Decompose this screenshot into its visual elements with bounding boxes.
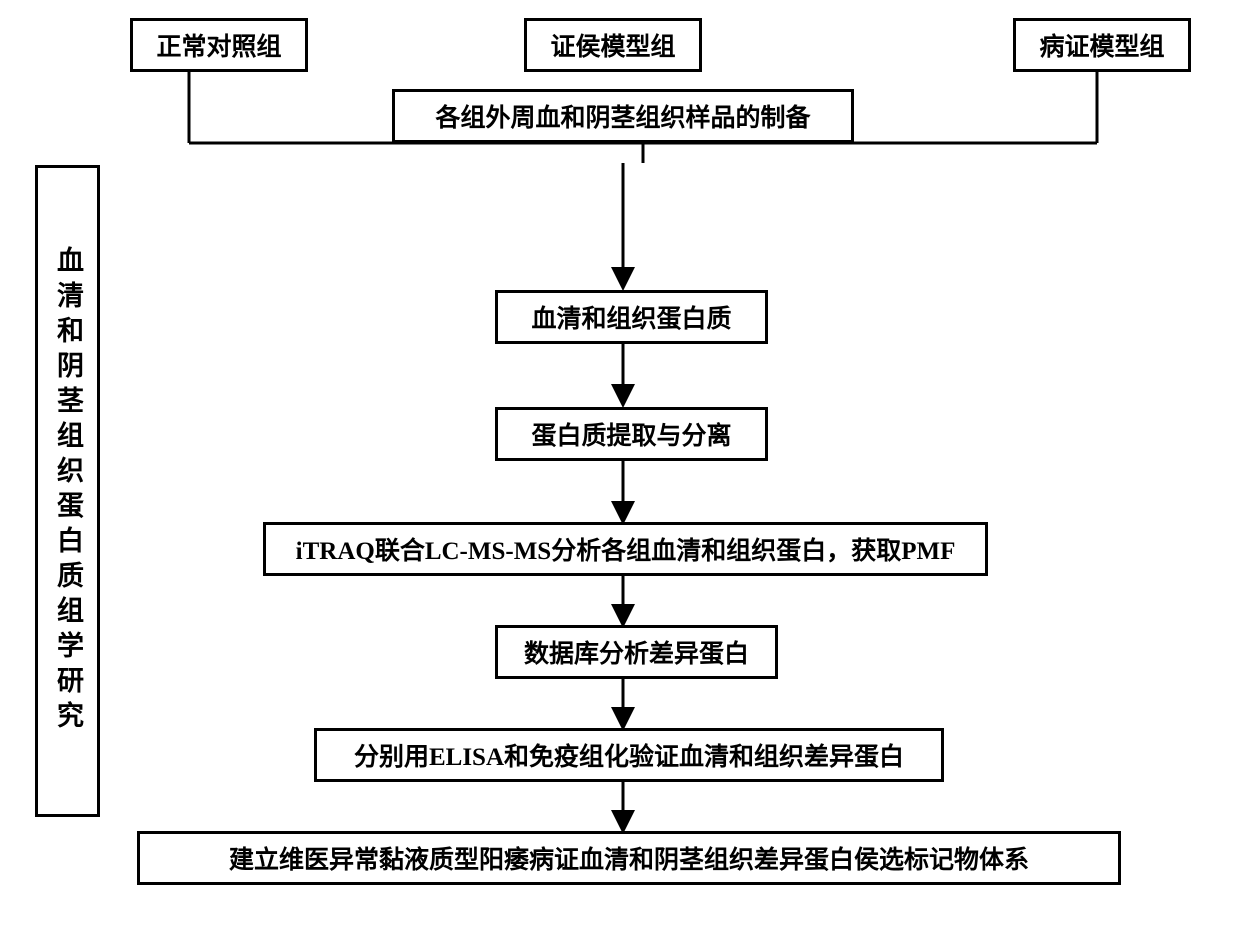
node-extraction: 蛋白质提取与分离 xyxy=(495,407,768,461)
node-itraq: iTRAQ联合LC-MS-MS分析各组血清和组织蛋白，获取PMF xyxy=(263,522,988,576)
node-top-center-label: 证侯模型组 xyxy=(550,27,675,63)
node-serum-tissue-label: 血清和组织蛋白质 xyxy=(531,299,731,335)
node-establish: 建立维医异常黏液质型阳痿病证血清和阴茎组织差异蛋白侯选标记物体系 xyxy=(137,831,1121,885)
node-top-center: 证侯模型组 xyxy=(524,18,702,72)
node-itraq-label: iTRAQ联合LC-MS-MS分析各组血清和组织蛋白，获取PMF xyxy=(296,531,956,567)
side-label-text: 血清和阴茎组织蛋白质组学研究 xyxy=(54,246,81,736)
side-label-box: 血清和阴茎组织蛋白质组学研究 xyxy=(35,165,100,817)
node-top-right: 病证模型组 xyxy=(1013,18,1191,72)
node-elisa-label: 分别用ELISA和免疫组化验证血清和组织差异蛋白 xyxy=(354,737,904,773)
node-sample-prep: 各组外周血和阴茎组织样品的制备 xyxy=(392,89,854,143)
node-elisa: 分别用ELISA和免疫组化验证血清和组织差异蛋白 xyxy=(314,728,944,782)
node-database-label: 数据库分析差异蛋白 xyxy=(524,634,749,670)
node-sample-prep-label: 各组外周血和阴茎组织样品的制备 xyxy=(435,98,810,134)
node-extraction-label: 蛋白质提取与分离 xyxy=(531,416,731,452)
node-database: 数据库分析差异蛋白 xyxy=(495,625,778,679)
node-serum-tissue: 血清和组织蛋白质 xyxy=(495,290,768,344)
node-top-right-label: 病证模型组 xyxy=(1039,27,1164,63)
node-top-left-label: 正常对照组 xyxy=(156,27,281,63)
node-establish-label: 建立维医异常黏液质型阳痿病证血清和阴茎组织差异蛋白侯选标记物体系 xyxy=(229,840,1029,876)
node-top-left: 正常对照组 xyxy=(130,18,308,72)
